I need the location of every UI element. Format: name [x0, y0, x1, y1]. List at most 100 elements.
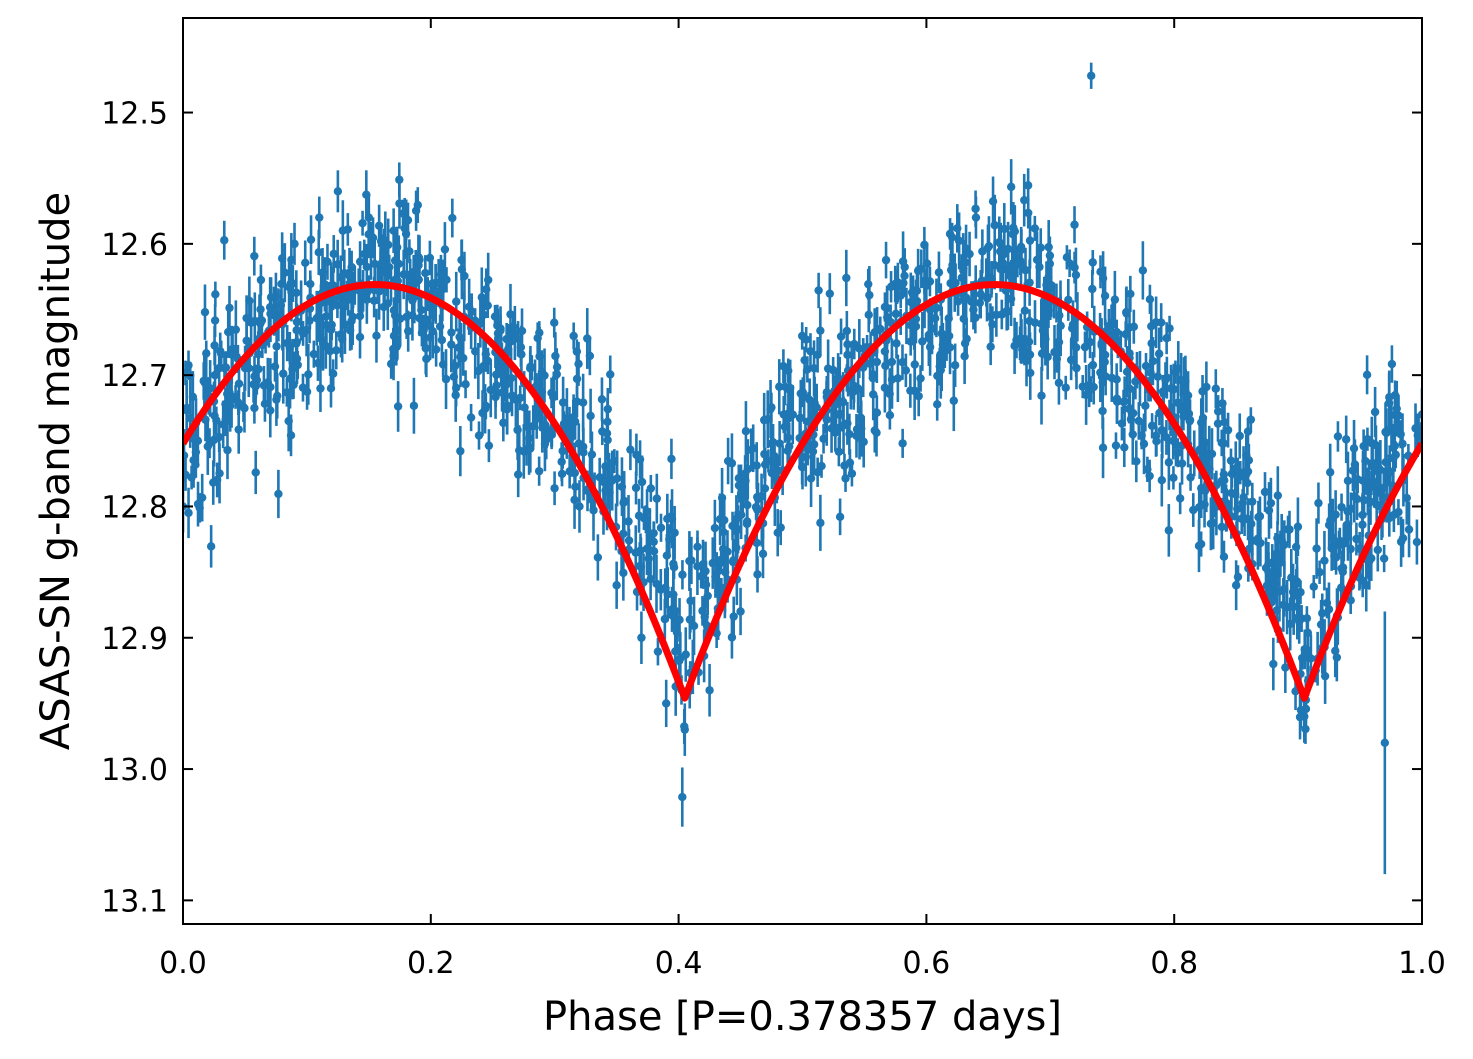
data-point — [1269, 659, 1278, 669]
data-point — [898, 439, 907, 448]
data-point — [1122, 367, 1132, 377]
data-point — [383, 299, 392, 308]
data-point — [1368, 459, 1377, 468]
data-point — [287, 287, 296, 297]
data-point — [971, 204, 980, 213]
data-point — [883, 313, 892, 322]
data-point — [814, 286, 823, 295]
data-point — [1032, 255, 1042, 264]
data-point — [1291, 542, 1301, 552]
data-point — [936, 350, 945, 359]
data-point — [1315, 568, 1324, 577]
data-point — [1280, 540, 1289, 550]
data-point — [405, 247, 414, 256]
data-point — [486, 385, 495, 395]
data-point — [301, 258, 310, 268]
data-point — [347, 262, 356, 272]
data-point — [572, 397, 582, 406]
data-point — [302, 325, 311, 335]
data-point — [517, 350, 526, 359]
data-point — [852, 431, 861, 440]
data-point — [1026, 368, 1035, 378]
data-point — [484, 441, 494, 450]
data-point — [1243, 478, 1252, 488]
data-point — [572, 374, 582, 384]
data-point — [960, 352, 969, 361]
data-point — [839, 421, 848, 430]
data-point — [1134, 416, 1143, 426]
data-point — [1096, 267, 1105, 277]
data-point — [355, 257, 365, 266]
data-point — [775, 382, 784, 391]
data-point — [1162, 334, 1171, 343]
data-point — [986, 342, 995, 351]
data-point — [843, 350, 852, 360]
data-point — [389, 351, 398, 361]
data-point — [948, 260, 957, 270]
data-point — [292, 317, 302, 327]
data-point — [1227, 488, 1236, 498]
data-point — [1346, 544, 1355, 554]
data-point — [1141, 401, 1150, 410]
data-point — [1296, 705, 1306, 715]
x-tick-label: 0.8 — [1150, 946, 1198, 981]
data-point — [231, 325, 241, 334]
data-point — [1017, 245, 1026, 254]
data-point — [1189, 505, 1198, 515]
data-point — [210, 370, 220, 380]
data-point — [520, 403, 529, 412]
data-point — [421, 344, 430, 353]
data-point — [549, 392, 558, 402]
data-point — [1247, 519, 1256, 529]
data-point — [809, 364, 819, 373]
y-tick-label: 12.9 — [101, 622, 168, 657]
data-point — [678, 792, 687, 802]
data-point — [1064, 295, 1073, 305]
data-point — [969, 305, 978, 314]
data-point — [1018, 345, 1027, 354]
data-point — [944, 331, 954, 341]
data-point — [1218, 399, 1227, 408]
data-point — [720, 515, 729, 525]
data-point — [457, 265, 467, 274]
data-point — [1327, 544, 1336, 553]
data-point — [624, 536, 634, 545]
data-point — [990, 221, 999, 230]
data-point — [953, 224, 962, 233]
data-point — [534, 466, 544, 476]
data-point — [502, 380, 511, 389]
data-point — [245, 296, 254, 306]
data-point — [374, 221, 384, 230]
data-point — [242, 336, 251, 345]
y-tick-label: 12.7 — [101, 359, 168, 394]
data-point — [727, 459, 737, 468]
data-point — [891, 309, 901, 319]
data-point — [1146, 368, 1155, 378]
data-point — [1173, 398, 1183, 407]
data-point — [786, 383, 795, 393]
data-point — [385, 262, 394, 272]
data-point — [427, 279, 437, 288]
data-point — [729, 556, 738, 565]
data-point — [1037, 319, 1046, 329]
data-point — [1286, 619, 1295, 629]
data-point — [1385, 393, 1394, 402]
data-point — [741, 427, 751, 436]
data-point — [816, 326, 825, 335]
data-point — [510, 328, 520, 338]
data-point — [183, 470, 190, 480]
data-point — [515, 446, 524, 455]
data-point — [447, 340, 456, 349]
data-point — [234, 379, 244, 388]
data-point — [1098, 378, 1107, 387]
data-point — [975, 298, 985, 308]
data-point — [1096, 368, 1105, 377]
data-point — [393, 243, 402, 252]
data-point — [1414, 425, 1422, 435]
data-point — [1107, 373, 1116, 383]
data-point — [1010, 227, 1020, 236]
data-point — [1177, 459, 1187, 468]
y-tick-label: 13.1 — [101, 884, 168, 919]
data-point — [922, 281, 931, 290]
data-point — [362, 262, 371, 272]
